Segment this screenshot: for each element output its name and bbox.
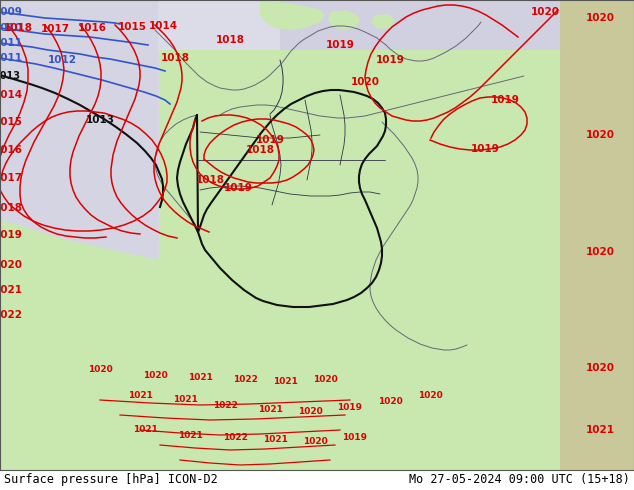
Text: 1019: 1019 <box>326 40 354 50</box>
Text: 1017: 1017 <box>41 24 70 34</box>
Polygon shape <box>0 0 158 260</box>
Text: 1020: 1020 <box>313 375 337 385</box>
Text: 1021: 1021 <box>273 377 297 387</box>
Text: 1022: 1022 <box>0 310 22 320</box>
Text: 1014: 1014 <box>148 21 178 31</box>
Text: 1021: 1021 <box>178 431 202 440</box>
Text: 1017: 1017 <box>0 173 23 183</box>
Text: Surface pressure [hPa] ICON-D2: Surface pressure [hPa] ICON-D2 <box>4 473 217 487</box>
Bar <box>0 20 560 490</box>
Text: 1018: 1018 <box>160 53 190 63</box>
Text: 1018: 1018 <box>245 145 275 155</box>
Text: 1021: 1021 <box>262 436 287 444</box>
Text: 1021: 1021 <box>188 373 212 383</box>
Polygon shape <box>371 14 395 29</box>
Text: Mo 27-05-2024 09:00 UTC (15+18): Mo 27-05-2024 09:00 UTC (15+18) <box>409 473 630 487</box>
Text: 1018: 1018 <box>4 23 32 33</box>
Text: 1012: 1012 <box>48 55 77 65</box>
Text: 1021: 1021 <box>257 406 282 415</box>
Text: 1022: 1022 <box>233 375 257 385</box>
Bar <box>560 0 634 490</box>
Text: 1020: 1020 <box>531 7 559 17</box>
Text: 1020: 1020 <box>586 247 614 257</box>
Text: 1019: 1019 <box>342 434 368 442</box>
Text: -1013: -1013 <box>0 71 20 81</box>
Text: 1019: 1019 <box>256 135 285 145</box>
Polygon shape <box>0 0 160 258</box>
Text: 1021: 1021 <box>133 425 157 435</box>
Polygon shape <box>268 12 308 30</box>
Text: 1014: 1014 <box>0 90 23 100</box>
Bar <box>280 0 560 50</box>
Text: 1022: 1022 <box>223 434 247 442</box>
Text: 1020: 1020 <box>0 260 22 270</box>
Text: 1019: 1019 <box>337 403 363 413</box>
Text: 1020: 1020 <box>418 391 443 399</box>
Text: 1020: 1020 <box>87 366 112 374</box>
Text: 1019: 1019 <box>0 230 22 240</box>
Text: 1020: 1020 <box>297 408 322 416</box>
Text: 1021: 1021 <box>0 285 22 295</box>
Text: 1016: 1016 <box>77 23 107 33</box>
Text: 1019: 1019 <box>375 55 404 65</box>
Bar <box>0 470 634 490</box>
Text: 1009: 1009 <box>0 7 22 17</box>
Text: 1020: 1020 <box>378 397 403 407</box>
Bar <box>0 0 560 50</box>
Text: 1015: 1015 <box>117 22 146 32</box>
Text: 1020: 1020 <box>586 130 614 140</box>
Text: 1021: 1021 <box>586 425 614 435</box>
Text: 1020: 1020 <box>351 77 380 87</box>
Text: 1011: 1011 <box>0 38 22 48</box>
Text: 1018: 1018 <box>195 175 224 185</box>
Text: 1020: 1020 <box>586 363 614 373</box>
Text: 1020: 1020 <box>143 370 167 379</box>
Text: 1016: 1016 <box>0 145 22 155</box>
Polygon shape <box>260 0 325 30</box>
Text: 1018: 1018 <box>216 35 245 45</box>
Text: 1020: 1020 <box>302 438 327 446</box>
Polygon shape <box>328 10 360 30</box>
Text: 1019: 1019 <box>470 144 500 154</box>
Text: 1013: 1013 <box>86 115 115 125</box>
Text: 1020: 1020 <box>586 13 614 23</box>
Text: 1018: 1018 <box>0 203 22 213</box>
Text: 1021: 1021 <box>172 395 197 405</box>
Text: 1011: 1011 <box>0 53 22 63</box>
Text: 1019: 1019 <box>224 183 252 193</box>
Text: 1010: 1010 <box>0 23 22 33</box>
Text: 1019: 1019 <box>491 95 519 105</box>
Text: 1015: 1015 <box>0 117 22 127</box>
Text: 1022: 1022 <box>212 400 238 410</box>
Text: 1021: 1021 <box>127 391 152 399</box>
